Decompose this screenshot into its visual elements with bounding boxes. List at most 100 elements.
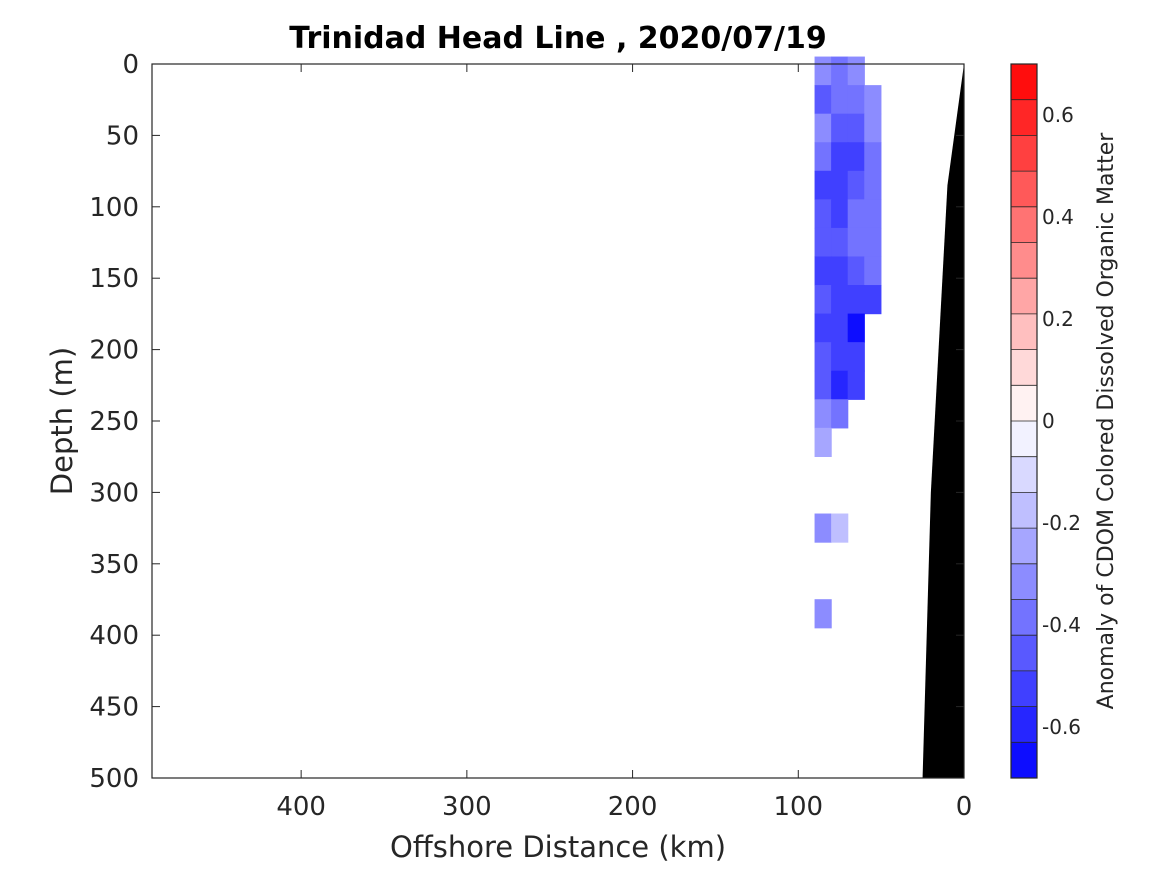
y-tick-label: 300 <box>89 478 139 508</box>
colorbar-tick-label: -0.4 <box>1042 613 1081 637</box>
y-tick-label: 500 <box>89 764 139 794</box>
contour-cell <box>847 142 865 172</box>
colorbar-swatches <box>1011 64 1037 779</box>
colorbar-swatch <box>1011 635 1037 672</box>
y-tick-label: 0 <box>122 50 139 80</box>
colorbar-swatch <box>1011 313 1037 350</box>
contour-cell <box>864 227 882 258</box>
colorbar-frame <box>1010 63 1038 779</box>
contour-cell <box>814 513 832 543</box>
contour-cell <box>847 313 865 343</box>
colorbar-label: Anomaly of CDOM Colored Dissolved Organi… <box>1094 132 1119 710</box>
contour-cell <box>831 113 849 143</box>
y-tick-label: 150 <box>89 264 139 294</box>
colorbar-tick-label: 0.2 <box>1042 307 1074 331</box>
contour-cell <box>814 342 832 372</box>
contour-cell <box>814 142 832 172</box>
colorbar-swatch <box>1011 206 1037 243</box>
y-tick-label: 50 <box>106 121 139 151</box>
colorbar-ticks: 0.6 0.4 0.2 0 -0.2 -0.4 -0.6 <box>1042 103 1081 739</box>
colorbar-swatch <box>1011 456 1037 493</box>
y-tick-label: 400 <box>89 621 139 651</box>
contour-cell <box>814 256 832 286</box>
colorbar-swatch <box>1011 349 1037 386</box>
y-tick-label: 200 <box>89 336 139 366</box>
contour-cell <box>831 513 849 543</box>
colorbar-swatch <box>1011 706 1037 743</box>
contour-cell <box>831 170 849 200</box>
contour-cell <box>864 85 882 115</box>
colorbar-swatch <box>1011 563 1037 600</box>
y-tick-label: 450 <box>89 693 139 723</box>
contour-cell <box>847 56 865 86</box>
contour-cell <box>831 399 849 429</box>
contour-cell <box>814 56 832 86</box>
x-tick-label: 300 <box>442 792 492 822</box>
colorbar-swatch <box>1011 171 1037 208</box>
contour-cell <box>864 199 882 229</box>
x-axis-ticks: 400 300 200 100 0 <box>276 64 972 822</box>
colorbar-tick-label: 0 <box>1042 409 1055 433</box>
chart-title: Trinidad Head Line , 2020/07/19 <box>289 21 826 56</box>
contour-cell <box>831 85 849 115</box>
contour-cell <box>847 113 865 143</box>
colorbar-swatch <box>1011 670 1037 707</box>
plot-area: 400 300 200 100 0 0 50 100 150 200 250 300 350 400 45… <box>89 50 972 822</box>
contour-cell <box>814 85 832 115</box>
contour-cell <box>831 256 849 286</box>
contour-cell <box>814 370 832 400</box>
plot-frame <box>151 63 965 779</box>
contour-cell <box>847 370 865 400</box>
colorbar-swatch <box>1011 742 1037 779</box>
contour-cell <box>831 313 849 343</box>
colorbar-tick-label: -0.2 <box>1042 511 1081 535</box>
contour-cell <box>831 342 849 372</box>
y-axis-label: Depth (m) <box>45 347 79 495</box>
contour-cell <box>831 285 849 315</box>
colorbar-swatch <box>1011 421 1037 457</box>
x-tick-label: 400 <box>276 792 326 822</box>
contour-cell <box>847 227 865 258</box>
contour-cell <box>864 256 882 286</box>
contour-cell <box>831 56 849 86</box>
contour-cell <box>847 170 865 200</box>
contour-cell <box>847 285 865 315</box>
colorbar-swatch <box>1011 528 1037 565</box>
y-tick-label: 100 <box>89 193 139 223</box>
x-tick-label: 100 <box>773 792 823 822</box>
x-tick-label: 200 <box>608 792 658 822</box>
colorbar: 0.6 0.4 0.2 0 -0.2 -0.4 -0.6 Anomaly of CDOM C… <box>1010 63 1119 779</box>
y-tick-label: 350 <box>89 550 139 580</box>
contour-cell <box>864 142 882 172</box>
colorbar-swatch <box>1011 492 1037 529</box>
contour-cell <box>814 285 832 315</box>
colorbar-swatch <box>1011 242 1037 279</box>
x-axis-label: Offshore Distance (km) <box>390 830 726 864</box>
contour-cell <box>814 199 832 229</box>
contour-cell <box>864 113 882 143</box>
contour-cell <box>847 256 865 286</box>
contour-cell <box>847 342 865 372</box>
contour-cell <box>831 227 849 258</box>
contour-cell <box>847 199 865 229</box>
colorbar-tick-label: 0.6 <box>1042 103 1074 127</box>
contour-cell <box>847 85 865 115</box>
contour-cell <box>814 599 832 629</box>
contour-cell <box>814 313 832 343</box>
colorbar-swatch <box>1011 64 1037 100</box>
contour-cell <box>831 370 849 400</box>
contour-cell <box>814 399 832 429</box>
y-tick-label: 250 <box>89 407 139 437</box>
x-tick-label: 0 <box>956 792 973 822</box>
contour-cell <box>814 227 832 258</box>
colorbar-tick-label: -0.6 <box>1042 715 1081 739</box>
colorbar-swatch <box>1011 385 1037 422</box>
contour-cell <box>814 113 832 143</box>
contour-cell <box>814 427 832 457</box>
y-axis-ticks: 0 50 100 150 200 250 300 350 400 450 500 <box>89 50 964 794</box>
contour-cell <box>864 170 882 200</box>
colorbar-swatch <box>1011 278 1037 315</box>
bathymetry-seafloor <box>922 64 964 778</box>
contour-cell <box>831 199 849 229</box>
